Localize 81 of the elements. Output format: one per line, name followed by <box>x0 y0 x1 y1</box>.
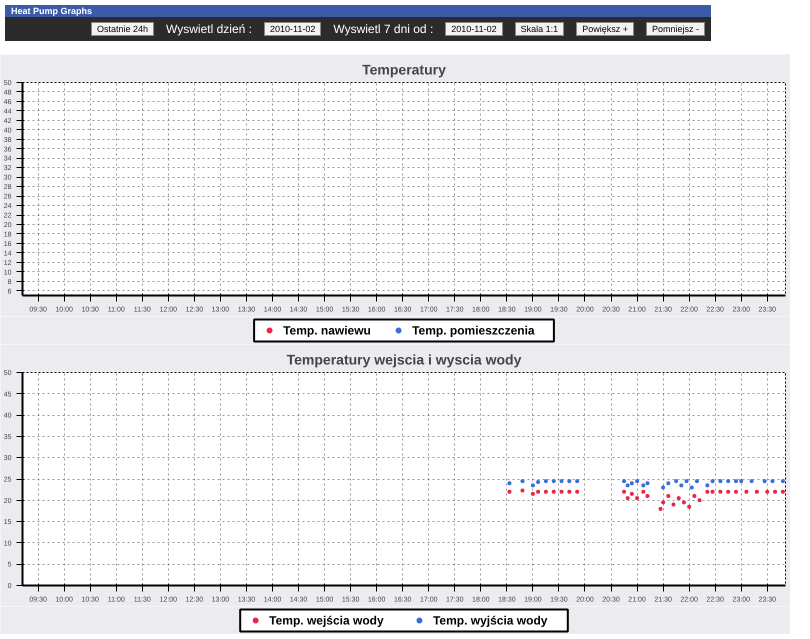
text: Powiększ + <box>576 22 634 36</box>
point <box>682 500 686 504</box>
point <box>626 483 630 488</box>
point <box>674 479 678 484</box>
point <box>780 490 785 494</box>
legend-label: Temp. pomieszczenia <box>412 324 535 338</box>
point <box>536 480 540 484</box>
point <box>744 490 748 494</box>
point <box>575 479 580 484</box>
point <box>770 479 774 484</box>
point <box>718 490 722 494</box>
legend-label: Temp. nawiewu <box>283 324 371 338</box>
point <box>734 479 738 484</box>
legend-label: Temp. wyjścia wody <box>432 614 548 628</box>
point <box>635 479 640 484</box>
text: Wyswietl 7 dni od : <box>333 22 434 36</box>
point <box>773 490 778 494</box>
point <box>575 490 580 494</box>
point <box>690 486 694 490</box>
point <box>661 486 666 490</box>
point <box>705 490 710 494</box>
point <box>739 479 744 484</box>
point <box>676 496 681 500</box>
point <box>710 479 715 484</box>
point <box>626 496 630 500</box>
point <box>567 479 572 484</box>
point <box>560 490 564 494</box>
point <box>672 502 676 507</box>
point <box>658 506 663 511</box>
text: Ostatnie 24h <box>91 22 154 36</box>
point <box>630 492 634 496</box>
point <box>507 490 512 494</box>
point <box>698 498 702 502</box>
point <box>552 479 556 484</box>
chart-title: Temperatury <box>362 62 446 78</box>
text: Skala 1:1 <box>514 22 564 36</box>
point <box>544 479 548 484</box>
text: 2010-11-02 <box>445 22 503 36</box>
point <box>765 490 770 494</box>
point <box>630 481 634 486</box>
point <box>661 500 666 504</box>
point <box>560 479 564 484</box>
point <box>544 490 548 494</box>
point <box>750 479 754 484</box>
point <box>520 488 524 492</box>
point <box>705 483 710 488</box>
point <box>726 490 730 494</box>
point <box>530 492 535 496</box>
point <box>635 496 640 500</box>
point <box>536 490 540 494</box>
point <box>734 490 738 494</box>
point <box>666 481 670 486</box>
point <box>754 490 759 494</box>
point <box>780 479 785 484</box>
point <box>718 479 722 484</box>
point <box>679 483 684 488</box>
point <box>567 490 572 494</box>
legend-label: Temp. wejścia wody <box>269 614 384 628</box>
point <box>520 479 524 484</box>
point <box>666 494 670 498</box>
point <box>692 494 696 498</box>
point <box>645 494 650 498</box>
point <box>694 479 699 484</box>
point <box>552 490 556 494</box>
point <box>726 479 730 484</box>
point <box>641 483 646 488</box>
chart-title: Temperatury wejscia i wyscia wody <box>286 352 522 368</box>
point <box>687 504 692 509</box>
point <box>530 483 535 488</box>
text: Heat Pump Graphs <box>5 5 711 17</box>
point <box>645 481 650 486</box>
point <box>622 479 626 484</box>
point <box>762 479 767 484</box>
point <box>507 481 512 486</box>
text: Wyswietl dzień : <box>166 22 252 36</box>
text: Pomniejsz - <box>646 22 705 36</box>
point <box>622 490 626 494</box>
text: 2010-11-02 <box>264 22 322 36</box>
point <box>641 490 646 494</box>
point <box>684 479 689 484</box>
point <box>710 490 715 494</box>
